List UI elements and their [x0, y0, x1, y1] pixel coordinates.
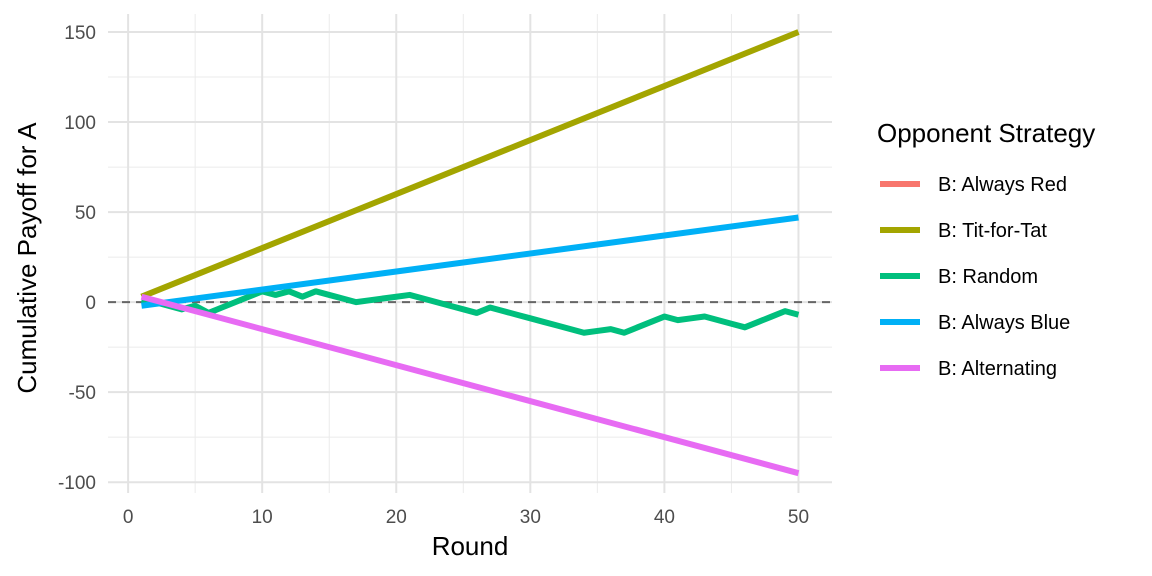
y-tick-label: 0	[85, 293, 96, 314]
x-tick-label: 0	[123, 507, 134, 528]
series-line-b-tit-for-tat	[140, 29, 800, 300]
legend-title: Opponent Strategy	[877, 118, 1095, 148]
x-tick-label: 30	[520, 507, 541, 528]
legend: Opponent Strategy B: Always Red B: Tit-fo…	[877, 118, 1095, 380]
y-axis-title: Cumulative Payoff for A	[12, 122, 42, 394]
legend-label-b-tit-for-tat: B: Tit-for-Tat	[938, 220, 1047, 242]
series-line-b-always-blue	[141, 214, 799, 309]
x-tick-label: 20	[386, 507, 407, 528]
x-axis-title: Round	[432, 531, 509, 561]
y-tick-label: -50	[69, 383, 96, 404]
legend-entries: B: Always Red B: Tit-for-Tat B: Random B: A…	[880, 174, 1070, 380]
y-tick-label: 150	[64, 23, 96, 44]
y-tick-label: 50	[75, 203, 96, 224]
grid	[108, 14, 832, 493]
y-tick-label: -100	[58, 473, 96, 494]
x-tick-label: 10	[252, 507, 273, 528]
legend-label-b-always-red: B: Always Red	[938, 174, 1067, 196]
legend-label-b-random: B: Random	[938, 266, 1038, 288]
x-tick-label: 50	[788, 507, 809, 528]
tick-labels: 0 10 20 30 40 50 -100 -50 0 50 100 150	[58, 23, 809, 528]
series-layer	[140, 29, 800, 477]
legend-label-b-always-blue: B: Always Blue	[938, 312, 1070, 334]
series-line-b-random	[141, 288, 800, 336]
legend-label-b-alternating: B: Alternating	[938, 358, 1057, 380]
series-line-b-alternating	[140, 293, 800, 477]
x-tick-label: 40	[654, 507, 675, 528]
y-tick-label: 100	[64, 113, 96, 134]
